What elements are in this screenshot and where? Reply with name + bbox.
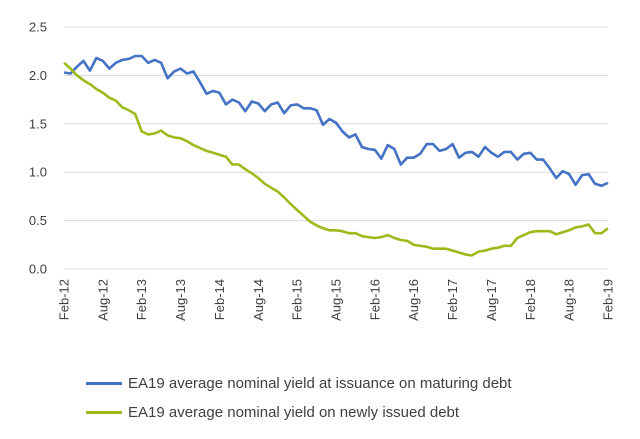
x-tick-label: Feb-19 xyxy=(601,279,616,320)
x-tick-label: Feb-15 xyxy=(290,279,305,320)
legend-swatch-maturing-debt xyxy=(86,381,122,385)
legend-label-newly-issued-debt: EA19 average nominal yield on newly issu… xyxy=(128,403,460,421)
x-tick-label: Feb-13 xyxy=(134,279,149,320)
y-axis-tick-labels: 0.0 0.5 1.0 1.5 2.0 2.5 xyxy=(29,20,47,277)
series-line-newly-issued-debt xyxy=(63,61,609,257)
y-tick-label: 2.0 xyxy=(29,68,47,83)
y-tick-label: 1.5 xyxy=(29,116,47,131)
x-tick-label: Feb-18 xyxy=(523,279,538,320)
x-tick-label: Aug-14 xyxy=(251,279,266,321)
series-line-maturing-debt xyxy=(63,54,609,188)
legend-item-newly-issued-debt: EA19 average nominal yield on newly issu… xyxy=(86,399,512,425)
x-tick-label: Feb-12 xyxy=(57,279,72,320)
y-tick-label: 2.5 xyxy=(29,20,47,35)
y-tick-label: 0.0 xyxy=(29,262,47,277)
x-tick-label: Feb-14 xyxy=(212,279,227,320)
legend-item-maturing-debt: EA19 average nominal yield at issuance o… xyxy=(86,370,512,396)
legend-swatch-newly-issued-debt xyxy=(86,410,122,414)
y-tick-label: 1.0 xyxy=(29,165,47,180)
x-tick-label: Aug-17 xyxy=(484,279,499,321)
series-lines xyxy=(63,54,609,257)
x-tick-label: Aug-13 xyxy=(173,279,188,321)
x-tick-label: Aug-18 xyxy=(562,279,577,321)
x-tick-label: Aug-15 xyxy=(329,279,344,321)
x-tick-label: Aug-12 xyxy=(95,279,110,321)
x-tick-label: Aug-16 xyxy=(406,279,421,321)
x-tick-label: Feb-16 xyxy=(367,279,382,320)
legend: EA19 average nominal yield at issuance o… xyxy=(86,370,512,428)
x-axis-tick-labels: Feb-12 Aug-12 Feb-13 Aug-13 Feb-14 Aug-14 Feb-… xyxy=(57,279,616,321)
legend-label-maturing-debt: EA19 average nominal yield at issuance o… xyxy=(128,374,512,392)
y-tick-label: 0.5 xyxy=(29,213,47,228)
x-tick-label: Feb-17 xyxy=(445,279,460,320)
